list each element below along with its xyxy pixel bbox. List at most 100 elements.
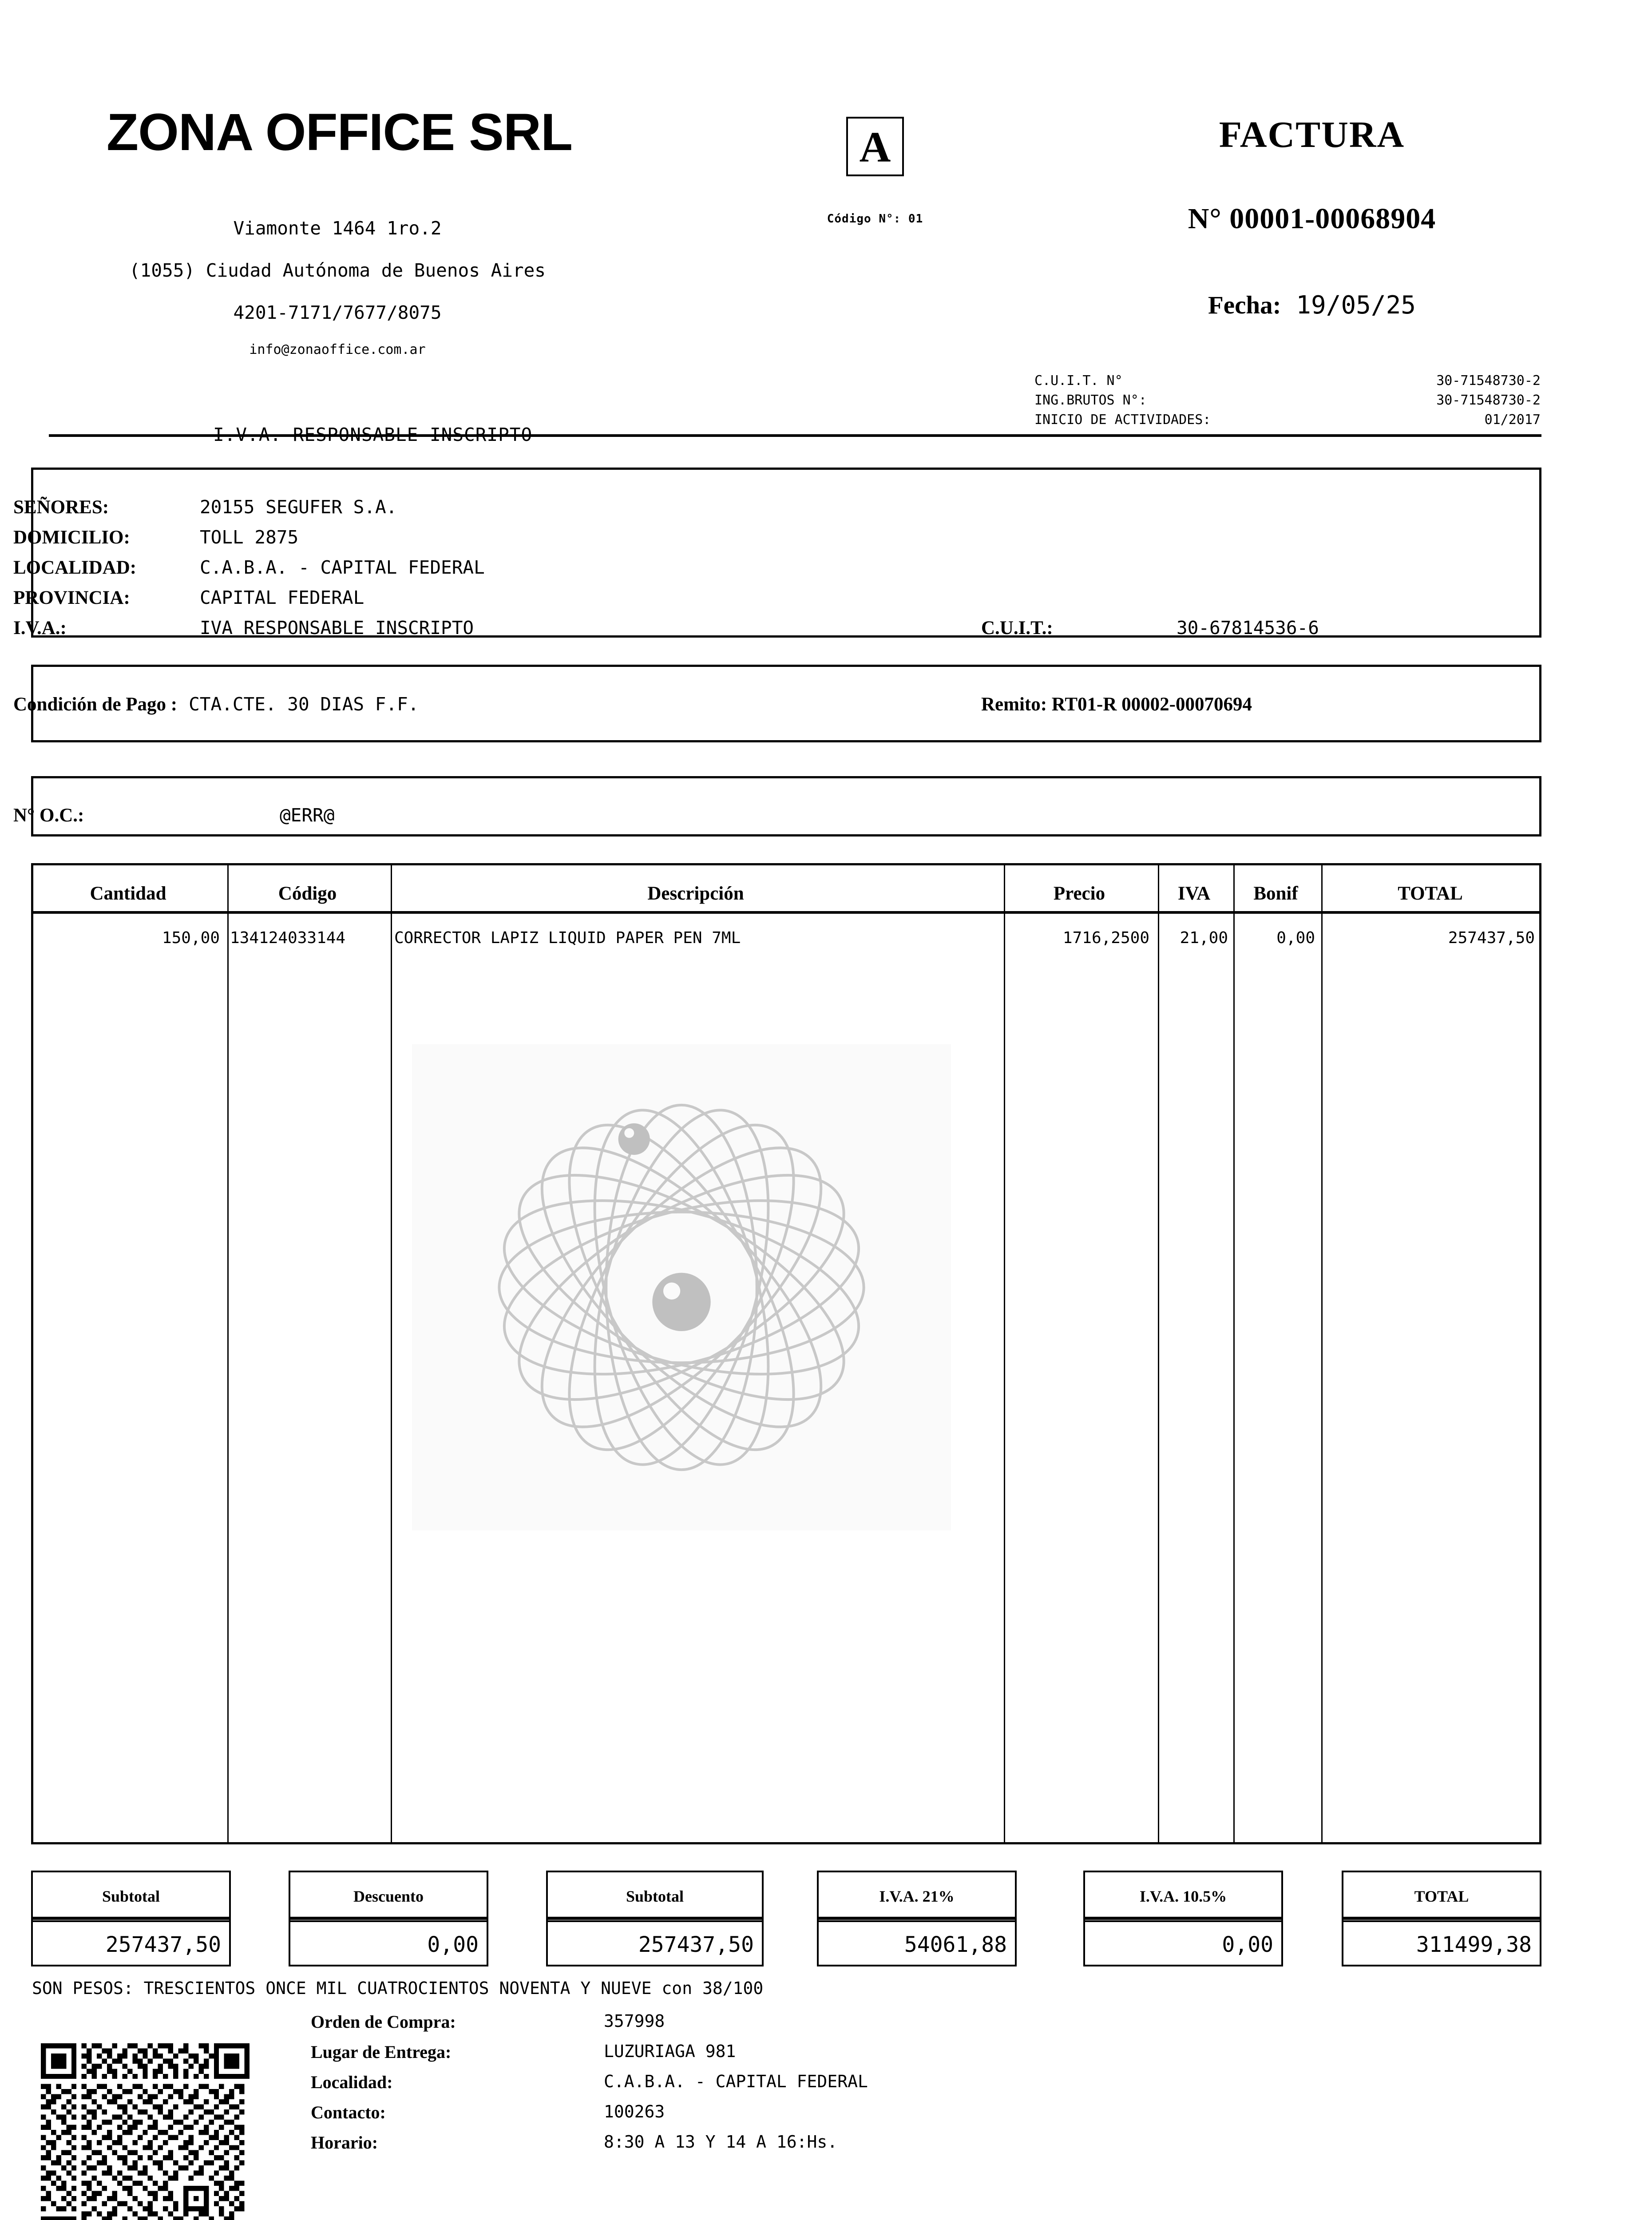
invoice-letter-char: A [859, 123, 891, 171]
th-total: TOTAL [1398, 883, 1463, 904]
delivery-value: 357998 [604, 2011, 665, 2031]
column-divider [1158, 865, 1159, 1842]
company-address: Viamonte 1464 1ro.2 [233, 218, 442, 239]
customer-cuit: C.U.I.T.: 30-67814536-6 [981, 617, 1319, 639]
tax-row: ING.BRUTOS N°: 30-71548730-2 [1034, 392, 1541, 412]
company-phone: 4201-7171/7677/8075 [233, 302, 442, 323]
document-type: FACTURA [1219, 114, 1405, 155]
cell-precio: 1716,2500 [1062, 929, 1149, 947]
customer-row-provincia: PROVINCIA: CAPITAL FEDERAL [13, 587, 364, 609]
th-precio: Precio [1053, 883, 1105, 904]
delivery-value: LUZURIAGA 981 [604, 2042, 736, 2061]
customer-label: SEÑORES: [13, 497, 109, 518]
column-divider [1004, 865, 1005, 1842]
company-city: (1055) Ciudad Autónoma de Buenos Aires [129, 260, 546, 281]
customer-label: DOMICILIO: [13, 527, 130, 548]
column-divider [1321, 865, 1323, 1842]
total-label-iva-21: I.V.A. 21% [817, 1871, 1017, 1922]
document-date: Fecha: 19/05/25 [1079, 291, 1545, 320]
delivery-value: C.A.B.A. - CAPITAL FEDERAL [604, 2072, 868, 2091]
cell-bonif: 0,00 [1276, 929, 1315, 947]
cell-cantidad: 150,00 [162, 929, 220, 947]
tax-value: 30-71548730-2 [1436, 392, 1541, 408]
remito-reference: Remito: RT01-R 00002-00070694 [981, 694, 1252, 715]
tax-value: 30-71548730-2 [1436, 373, 1541, 388]
purchase-order-row: N° O.C.: @ERR@ [13, 805, 334, 826]
tax-label: INICIO DE ACTIVIDADES: [1034, 412, 1211, 428]
customer-cuit-label: C.U.I.T.: [981, 618, 1053, 638]
delivery-label: Lugar de Entrega: [311, 2042, 452, 2062]
payment-condition: Condición de Pago : CTA.CTE. 30 DIAS F.F. [13, 694, 419, 715]
customer-value: CAPITAL FEDERAL [200, 587, 364, 608]
tax-row: INICIO DE ACTIVIDADES: 01/2017 [1034, 412, 1541, 432]
header-divider [49, 434, 1541, 437]
total-value-descuento: 0,00 [289, 1917, 488, 1966]
delivery-label: Horario: [311, 2133, 378, 2153]
purchase-order-box [31, 776, 1541, 836]
customer-label: LOCALIDAD: [13, 557, 137, 578]
company-email: info@zonaoffice.com.ar [249, 342, 426, 357]
th-codigo: Código [278, 883, 337, 904]
customer-value: C.A.B.A. - CAPITAL FEDERAL [200, 557, 485, 578]
tax-label: ING.BRUTOS N°: [1034, 392, 1147, 408]
total-value-iva-21: 54061,88 [817, 1917, 1017, 1966]
customer-row-localidad: LOCALIDAD: C.A.B.A. - CAPITAL FEDERAL [13, 557, 485, 579]
cae-row: CAE: 75202623375643 [1097, 2215, 1373, 2220]
tax-row: C.U.I.T. N° 30-71548730-2 [1034, 373, 1541, 392]
customer-label: PROVINCIA: [13, 587, 130, 608]
delivery-label: Localidad: [311, 2072, 393, 2092]
atom-watermark-icon [412, 1044, 951, 1530]
customer-label: I.V.A.: [13, 618, 67, 638]
invoice-letter-box: A [846, 117, 904, 176]
customer-value: 20155 SEGUFER S.A. [200, 496, 397, 518]
tax-label: C.U.I.T. N° [1034, 373, 1123, 388]
document-date-label: Fecha: [1208, 291, 1281, 319]
th-cantidad: Cantidad [90, 883, 166, 904]
document-number: N° 00001-00068904 [1188, 202, 1436, 235]
total-value-subtotal-1: 257437,50 [31, 1917, 231, 1966]
company-tax-info: C.U.I.T. N° 30-71548730-2 ING.BRUTOS N°:… [1034, 373, 1541, 432]
qr-code-icon [41, 2043, 250, 2220]
column-divider [227, 865, 229, 1842]
th-iva: IVA [1177, 883, 1211, 904]
total-label-total: TOTAL [1342, 1871, 1541, 1922]
delivery-label: Contacto: [311, 2102, 386, 2122]
customer-box [31, 468, 1541, 638]
delivery-value: 100263 [604, 2102, 665, 2121]
total-value-iva-105: 0,00 [1083, 1917, 1283, 1966]
items-table [31, 863, 1541, 1844]
cell-descripcion: CORRECTOR LAPIZ LIQUID PAPER PEN 7ML [394, 929, 741, 947]
column-divider [391, 865, 392, 1842]
total-label-subtotal-2: Subtotal [546, 1871, 764, 1922]
cae-label: CAE: [1097, 2215, 1151, 2220]
purchase-order-value: @ERR@ [280, 805, 335, 826]
amount-in-words: SON PESOS: TRESCIENTOS ONCE MIL CUATROCI… [32, 1978, 764, 1998]
customer-cuit-value: 30-67814536-6 [1177, 617, 1319, 638]
cell-total: 257437,50 [1448, 929, 1535, 947]
payment-condition-label: Condición de Pago : [13, 694, 178, 715]
cell-codigo: 134124033144 [230, 929, 346, 947]
total-value-subtotal-2: 257437,50 [546, 1917, 764, 1966]
customer-row-senores: SEÑORES: 20155 SEGUFER S.A. [13, 496, 397, 518]
total-value-total: 311499,38 [1342, 1917, 1541, 1966]
items-header-divider [31, 911, 1541, 914]
th-bonif: Bonif [1253, 883, 1298, 904]
customer-row-domicilio: DOMICILIO: TOLL 2875 [13, 527, 298, 548]
payment-condition-box [31, 665, 1541, 742]
cae-value: 75202623375643 [1217, 2215, 1373, 2220]
delivery-value: 8:30 A 13 Y 14 A 16:Hs. [604, 2132, 838, 2152]
customer-value: IVA RESPONSABLE INSCRIPTO [200, 617, 474, 638]
th-descripcion: Descripción [647, 883, 744, 904]
invoice-letter-code: Código N°: 01 [827, 212, 923, 226]
total-label-subtotal-1: Subtotal [31, 1871, 231, 1922]
document-date-value: 19/05/25 [1296, 291, 1416, 320]
customer-value: TOLL 2875 [200, 527, 299, 548]
total-label-iva-105: I.V.A. 10.5% [1083, 1871, 1283, 1922]
cell-iva: 21,00 [1180, 929, 1228, 947]
purchase-order-label: N° O.C.: [13, 805, 84, 826]
delivery-label: Orden de Compra: [311, 2012, 456, 2032]
column-divider [1233, 865, 1235, 1842]
tax-value: 01/2017 [1484, 412, 1541, 428]
customer-row-iva: I.V.A.: IVA RESPONSABLE INSCRIPTO [13, 617, 474, 639]
